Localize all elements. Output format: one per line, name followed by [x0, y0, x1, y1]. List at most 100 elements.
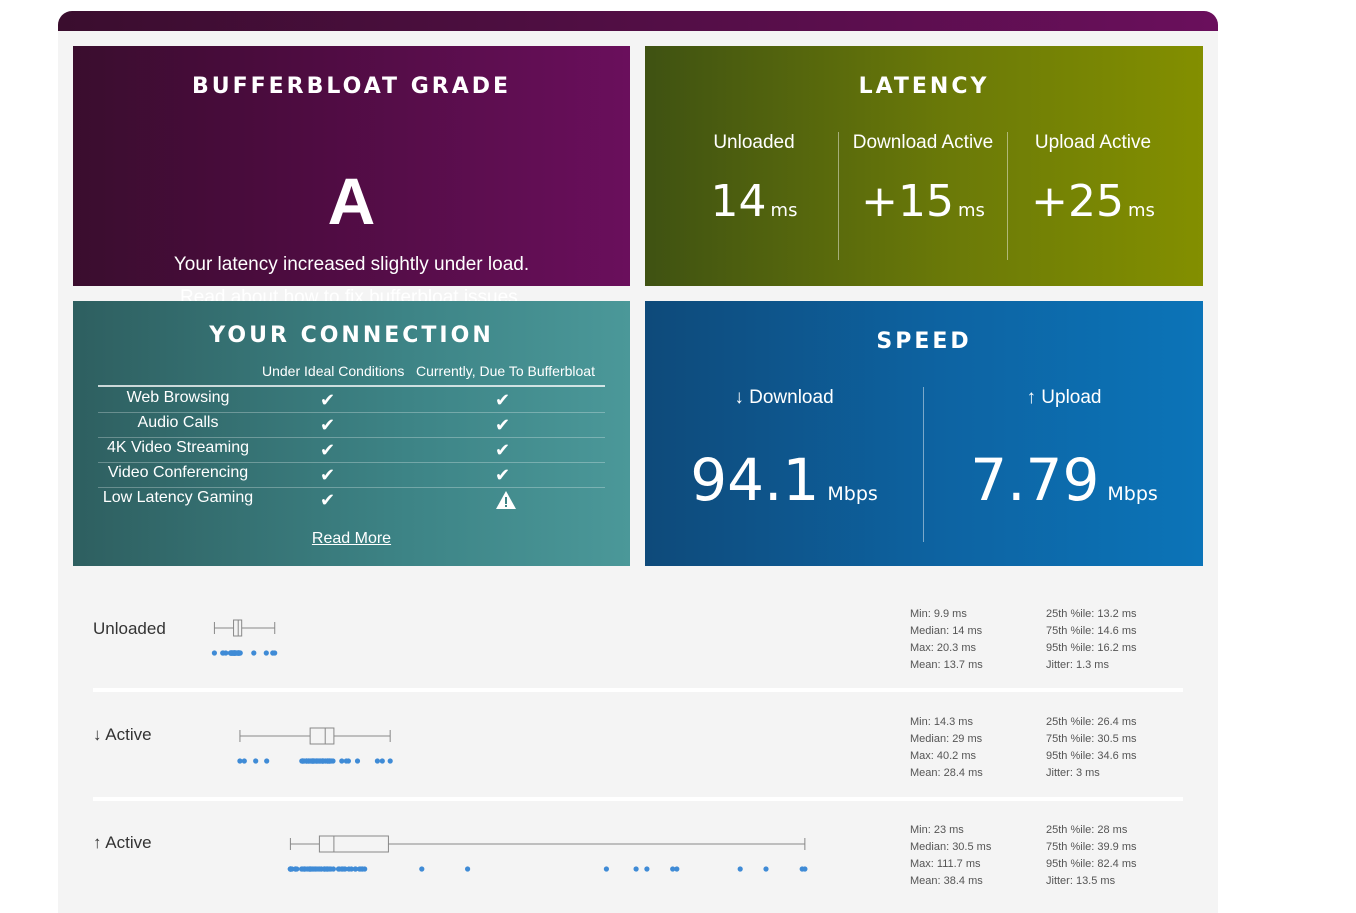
latency-value: +15 ms [861, 176, 985, 227]
sample-dot [293, 866, 299, 872]
connection-row: Audio Calls ✔ ✔ [98, 412, 605, 438]
check-icon: ✔ [495, 390, 511, 410]
check-icon: ✔ [495, 440, 511, 460]
sample-dot [603, 866, 610, 872]
sample-dot [352, 866, 359, 872]
sample-dot [737, 866, 743, 872]
sample-dot [303, 758, 309, 764]
download-speed: ↓ Download 94.1 Mbps [649, 387, 919, 509]
check-icon: ✔ [320, 390, 336, 410]
grade-message: Your latency increased slightly under lo… [173, 254, 530, 275]
sample-dot [253, 758, 259, 764]
latency-divider [838, 132, 839, 260]
check-icon: ✔ [320, 440, 336, 460]
check-icon: ✔ [495, 415, 511, 435]
grade-letter: A [327, 164, 376, 238]
speed-title: SPEED [876, 329, 972, 354]
sample-dot [339, 758, 345, 764]
sample-dot [272, 650, 278, 656]
upload-value: 7.79 Mbps [970, 446, 1158, 514]
sample-dot [235, 650, 241, 656]
unloaded-row-label: Unloaded [93, 619, 166, 638]
connection-row: Video Conferencing ✔ ✔ [98, 462, 605, 488]
download-value: 94.1 Mbps [690, 446, 878, 514]
bufferbloat-grade-card: BUFFERBLOAT GRADE A Your latency increas… [73, 46, 630, 308]
sample-dot [220, 650, 226, 656]
download-label: ↓ Download [734, 387, 834, 408]
connection-row: 4K Video Streaming ✔ ✔ [98, 437, 605, 463]
upload-active-row-label: ↑ Active [93, 833, 152, 852]
download-active-stats-left: Min: 14.3 ms Median: 29 ms Max: 40.2 ms Mea… [910, 716, 983, 779]
check-icon: ✔ [320, 415, 336, 435]
sample-dot [419, 866, 425, 872]
sample-dot [330, 866, 336, 872]
upload-speed: ↑ Upload 7.79 Mbps [929, 387, 1199, 509]
connection-row: Web Browsing ✔ ✔ [98, 387, 605, 413]
sample-dot [374, 758, 380, 764]
sample-dot [644, 866, 650, 872]
read-more-link[interactable]: Read More [311, 530, 392, 547]
check-icon: ✔ [320, 465, 336, 485]
speed-divider [923, 387, 924, 542]
sample-dot [211, 650, 217, 656]
sample-dot [465, 866, 471, 872]
your-connection-card: YOUR CONNECTION Under Ideal Conditions C… [73, 301, 630, 566]
sample-dot [328, 758, 335, 764]
latency-value: 14 ms [710, 176, 798, 227]
sample-dot [287, 866, 293, 872]
connection-title: YOUR CONNECTION [209, 323, 494, 348]
row-name: Video Conferencing [107, 464, 249, 481]
top-bar [58, 11, 1218, 31]
sample-dot [346, 866, 352, 872]
sample-dot [326, 866, 332, 872]
latency-label: Upload Active [1034, 132, 1152, 153]
check-icon: ✔ [320, 490, 336, 510]
row-separator [93, 797, 1183, 801]
sample-dot [359, 866, 365, 872]
sample-dot [802, 866, 808, 872]
sample-dot [237, 758, 243, 764]
sample-dot [674, 866, 680, 872]
upload-active-stats-right: 25th %ile: 28 ms 75th %ile: 39.9 ms 95th %… [1046, 824, 1137, 887]
latency-value: +25 ms [1031, 176, 1155, 227]
sample-dot [670, 866, 676, 872]
sample-dot [379, 758, 385, 764]
latency-label: Unloaded [713, 132, 795, 153]
sample-dot [263, 650, 269, 656]
sample-dot [307, 866, 313, 872]
sample-dot [264, 758, 270, 764]
header-current: Currently, Due To Bufferbloat [416, 363, 595, 379]
latency-upload-active: Upload Active +25 ms [1008, 132, 1178, 224]
sample-dot [763, 866, 769, 872]
grade-title: BUFFERBLOAT GRADE [191, 74, 512, 99]
header-divider [98, 385, 605, 387]
unloaded-stats-right: 25th %ile: 13.2 ms 75th %ile: 14.6 ms 95th… [1046, 608, 1137, 671]
row-separator [93, 688, 1183, 692]
check-icon: ✔ [495, 465, 511, 485]
download-active-row-label: ↓ Active [93, 725, 152, 744]
sample-dot [241, 758, 247, 764]
sample-dot [319, 758, 325, 764]
unloaded-stats-left: Min: 9.9 ms Median: 14 ms Max: 20.3 ms Mean… [910, 608, 983, 671]
row-name: Web Browsing [126, 389, 230, 406]
sample-dot [633, 866, 639, 872]
download-active-stats-right: 25th %ile: 26.4 ms 75th %ile: 30.5 ms 95th… [1046, 716, 1137, 779]
latency-download-active: Download Active +15 ms [838, 132, 1008, 224]
latency-title: LATENCY [858, 74, 990, 99]
sample-dot [318, 866, 324, 872]
row-name: Audio Calls [137, 414, 219, 431]
read-more-line: Read More [73, 530, 630, 548]
sample-dot [299, 758, 305, 764]
sample-dot [251, 650, 257, 656]
sample-dot [387, 758, 393, 764]
sample-dot [322, 866, 328, 872]
latency-label: Download Active [852, 132, 994, 153]
iqr-box [318, 835, 389, 853]
speed-card: SPEED ↓ Download 94.1 Mbps ↑ Upload 7.79 M… [645, 301, 1203, 566]
latency-divider [1007, 132, 1008, 260]
row-name: Low Latency Gaming [102, 489, 254, 506]
connection-row: Low Latency Gaming ✔ [98, 487, 605, 512]
iqr-box [309, 727, 335, 745]
sample-dot [354, 758, 361, 764]
sample-dot [339, 866, 345, 872]
